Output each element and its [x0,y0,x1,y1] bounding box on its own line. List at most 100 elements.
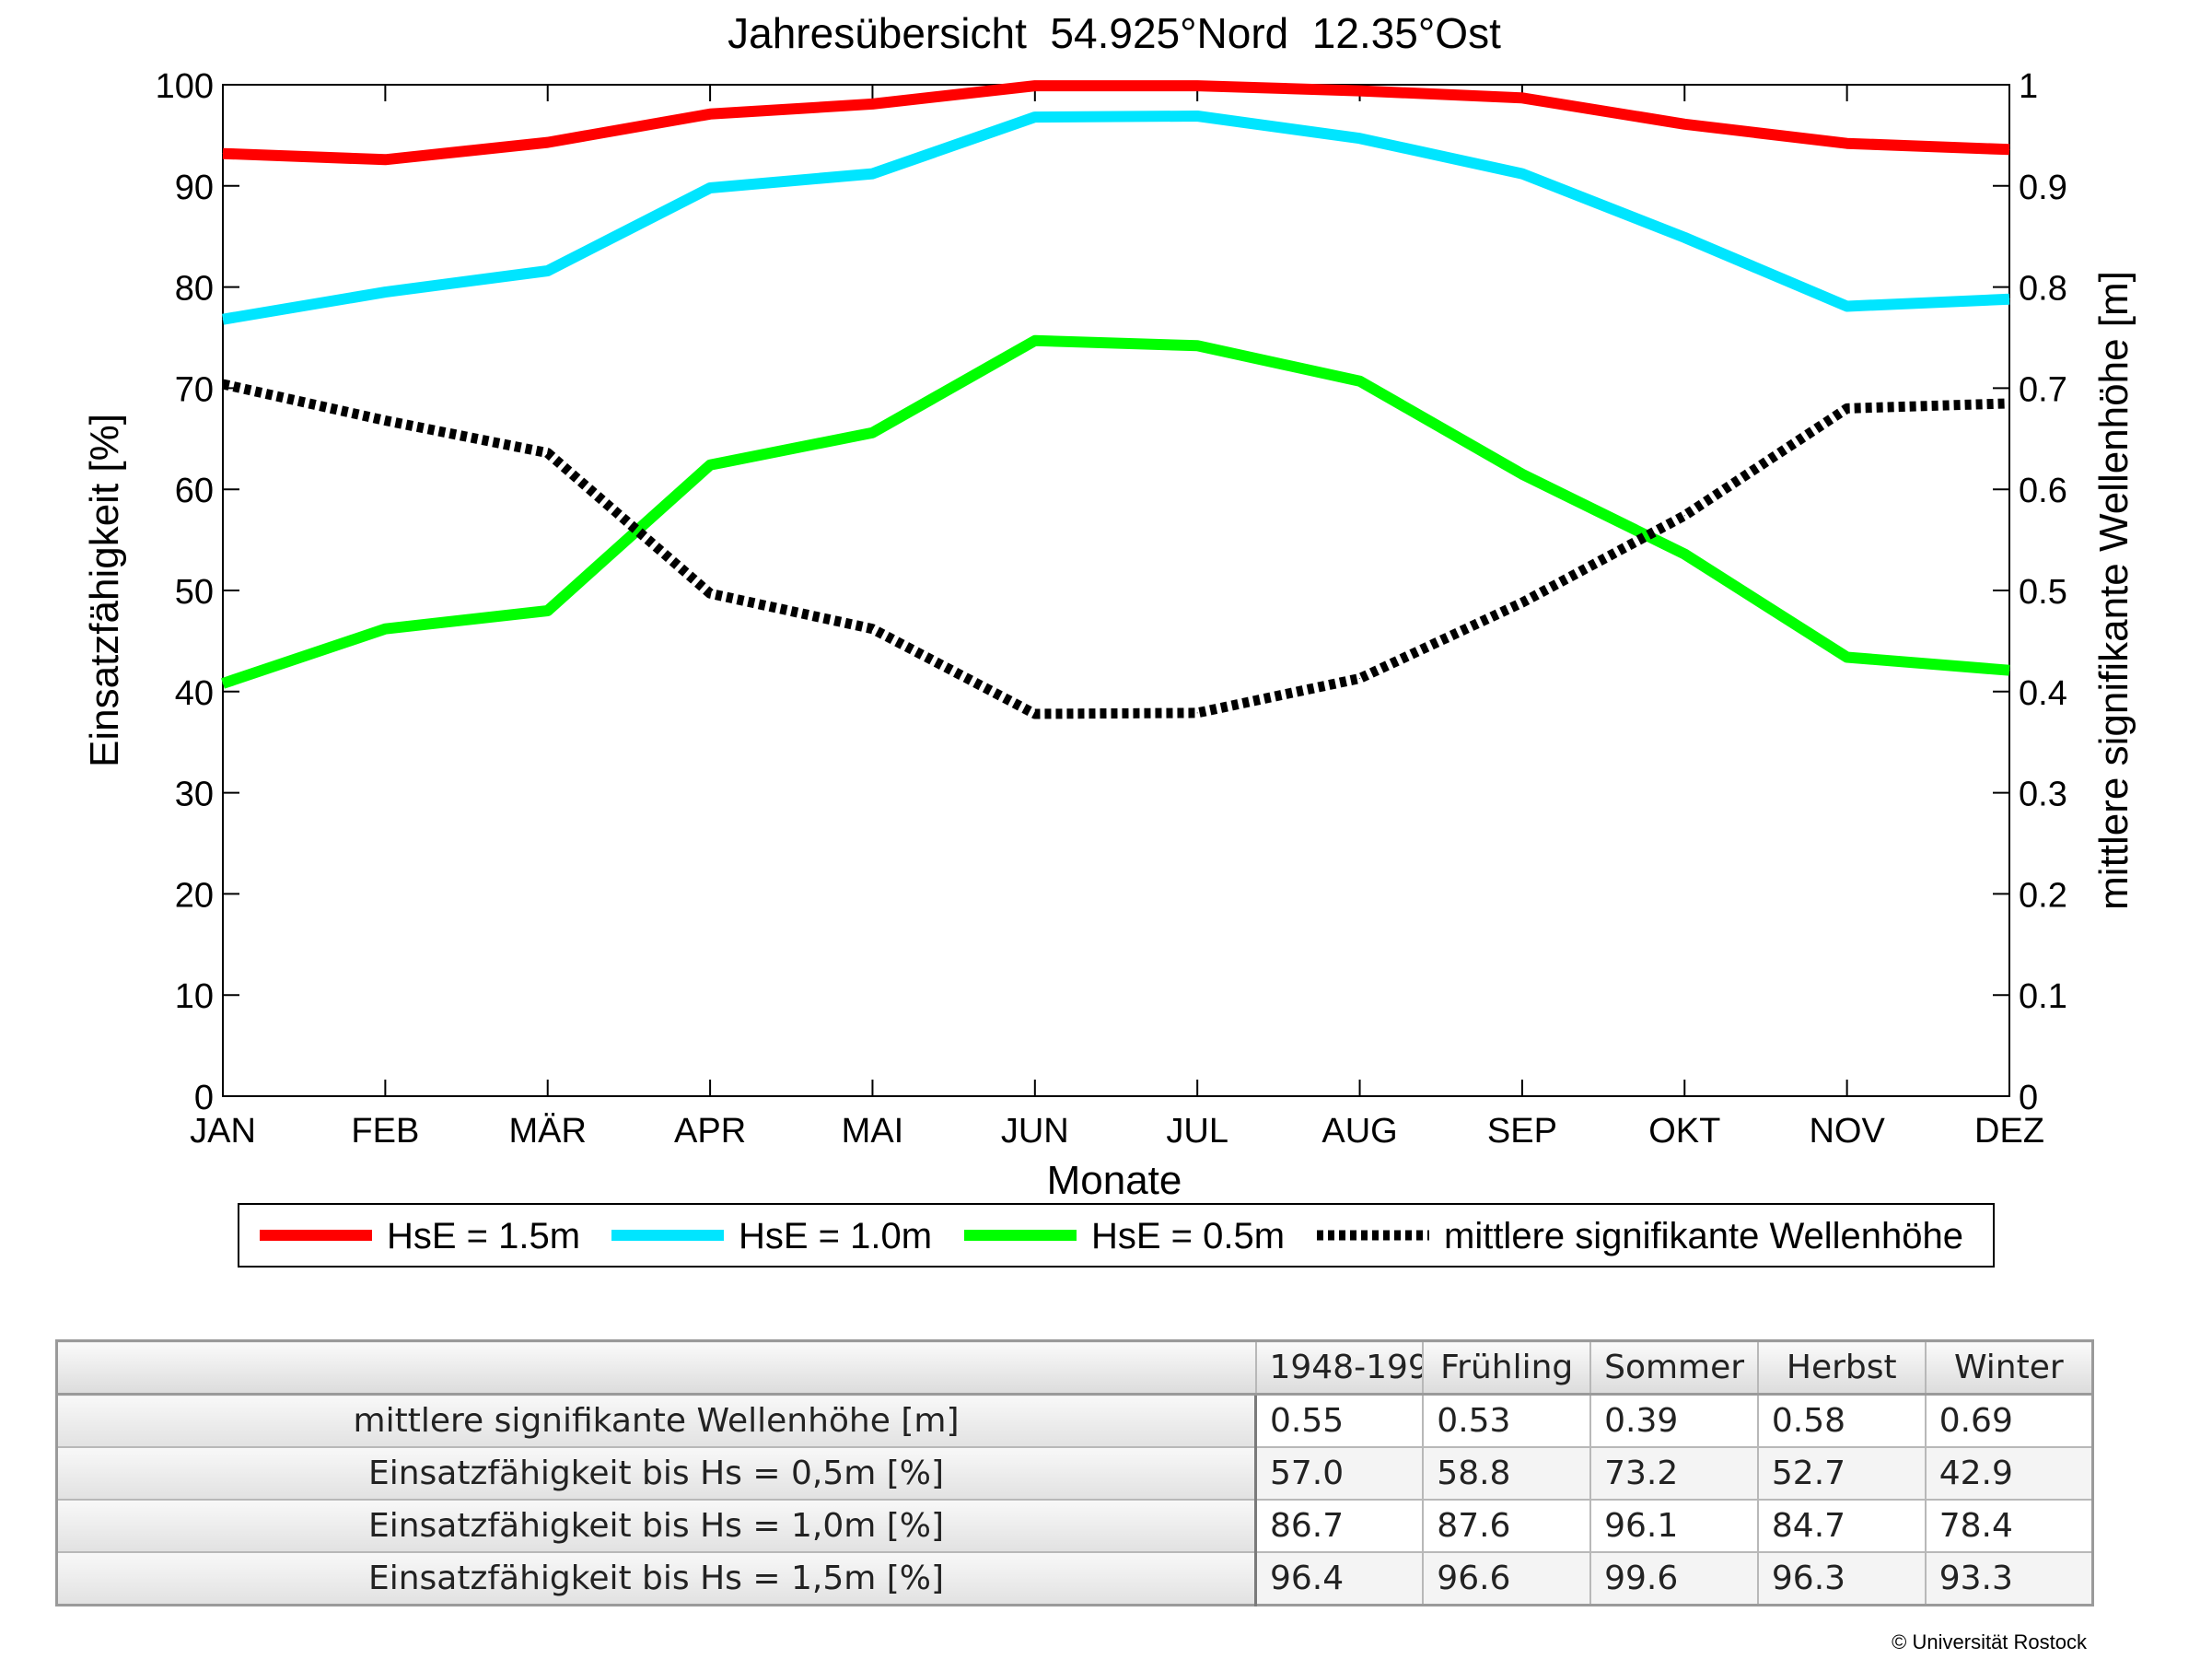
series-point-2 [384,291,386,293]
x-tick-label: NOV [1809,1112,1885,1151]
series-point-2 [1521,173,1523,175]
y-tick-label-right: 0.4 [2019,674,2067,713]
series-point-1 [222,153,224,155]
series-point-4 [547,452,549,454]
table-cell: 0.53 [1422,1393,1592,1448]
axis-ticks: 0 10 20 30 40 50 60 70 80 90 100 0 0.1 0.2 0.3 0.4 0.5 0.… [156,67,2067,1151]
legend-entries: HsE = 1.5m HsE = 1.0m HsE = 0.5m mittlere s… [260,1216,1963,1256]
series-point-3 [1196,345,1198,346]
table-row-label: Einsatzfähigkeit bis Hs = 0,5m [%] [55,1446,1257,1501]
table-cell: 96.3 [1756,1551,1927,1606]
table-cell: 84.7 [1756,1499,1927,1553]
x-tick-label: FEB [351,1112,419,1151]
legend [238,1203,1995,1268]
y-tick-label-right: 0.7 [2019,370,2067,409]
y-tick-label-right: 0.9 [2019,169,2067,207]
y-tick-label-right: 0.3 [2019,776,2067,814]
table-cell: 0.69 [1924,1393,2094,1448]
series-point-4 [1846,407,1848,409]
table-cell: 52.7 [1756,1446,1927,1501]
table-cell: 86.7 [1254,1499,1425,1553]
series-line-1 [222,80,2010,166]
series-point-1 [871,103,873,105]
series-line-2 [222,111,2010,325]
table-header-row: 1948-1997 Frühling Sommer Herbst Winter [55,1339,2094,1396]
table-row-label: Einsatzfähigkeit bis Hs = 1,0m [%] [55,1499,1257,1553]
summary-table: 1948-1997 Frühling Sommer Herbst Winter … [55,1339,2094,1606]
series-point-3 [384,628,386,630]
series-point-4 [222,383,224,385]
legend-label-3: HsE = 0.5m [1091,1216,1285,1256]
series-point-3 [871,432,873,434]
table-header-winter: Winter [1924,1339,2094,1396]
legend-label-1: HsE = 1.5m [387,1216,580,1256]
series-point-1 [1521,97,1523,99]
y-tick-label-left: 0 [194,1079,214,1117]
table-cell: 0.55 [1254,1393,1425,1448]
series-point-1 [1683,123,1685,125]
series-point-4 [709,592,711,594]
copyright-notice: © Universität Rostock [1892,1630,2087,1653]
series-point-2 [1683,237,1685,239]
series-point-3 [2008,670,2010,672]
x-tick-label: DEZ [1974,1112,2044,1151]
series-point-3 [1521,473,1523,475]
series-point-4 [1196,712,1198,714]
series-point-2 [2008,298,2010,300]
series-point-4 [871,628,873,630]
series-point-1 [709,113,711,115]
series-point-3 [1846,656,1848,658]
series-point-3 [1359,380,1361,382]
table-cell: 73.2 [1589,1446,1759,1501]
table-header-autumn: Herbst [1756,1339,1927,1396]
series-line-3 [221,334,2010,689]
chart: Jahresübersicht 54.925°Nord 12.35°Ost 0 1… [82,9,2136,1268]
series-point-3 [222,683,224,684]
y-tick-label-left: 20 [175,876,214,915]
series-point-1 [1846,143,1848,145]
series-line-4 [221,379,2010,719]
x-tick-label: MÄR [509,1112,587,1151]
table-row: Einsatzfähigkeit bis Hs = 1,0m [%] 86.7 … [55,1499,2094,1553]
x-tick-label: MAI [842,1112,904,1151]
series-point-3 [1034,340,1036,342]
chart-title: Jahresübersicht 54.925°Nord 12.35°Ost [728,9,1501,57]
table-cell: 93.3 [1924,1551,2094,1606]
series-point-1 [1359,90,1361,92]
series-point-4 [384,420,386,422]
table-cell: 96.4 [1254,1551,1425,1606]
series-point-2 [1359,137,1361,139]
x-tick-label: APR [674,1112,746,1151]
series-point-2 [871,173,873,175]
x-tick-label: AUG [1321,1112,1397,1151]
table-row: mittlere signifikante Wellenhöhe [m] 0.5… [55,1393,2094,1448]
y-tick-label-right: 0.5 [2019,573,2067,612]
table-row-label: mittlere signifikante Wellenhöhe [m] [55,1393,1257,1448]
table-header-period: 1948-1997 [1254,1339,1425,1396]
table-row-label: Einsatzfähigkeit bis Hs = 1,5m [%] [55,1551,1257,1606]
series-point-1 [2008,148,2010,150]
table-header-spring: Frühling [1422,1339,1592,1396]
y-tick-label-left: 70 [175,370,214,409]
x-tick-label: JUL [1166,1112,1228,1151]
table-header-corner [55,1339,1257,1396]
series-point-1 [1034,85,1036,87]
series-point-4 [1683,515,1685,517]
table-cell: 87.6 [1422,1499,1592,1553]
table-cell: 57.0 [1254,1446,1425,1501]
y-tick-label-right: 0.6 [2019,472,2067,510]
y-tick-label-right: 1 [2019,67,2038,106]
table-cell: 78.4 [1924,1499,2094,1553]
series-point-1 [384,158,386,160]
series-point-2 [1034,116,1036,118]
series-point-1 [547,142,549,144]
table-cell: 96.1 [1589,1499,1759,1553]
y-tick-label-left: 90 [175,169,214,207]
y-tick-label-right: 0.8 [2019,270,2067,309]
table-row: Einsatzfähigkeit bis Hs = 0,5m [%] 57.0 … [55,1446,2094,1501]
table-row: Einsatzfähigkeit bis Hs = 1,5m [%] 96.4 … [55,1551,2094,1606]
y-tick-label-left: 50 [175,573,214,612]
x-axis-label: Monate [1047,1158,1182,1203]
table-cell: 42.9 [1924,1446,2094,1501]
series-point-4 [1034,713,1036,715]
